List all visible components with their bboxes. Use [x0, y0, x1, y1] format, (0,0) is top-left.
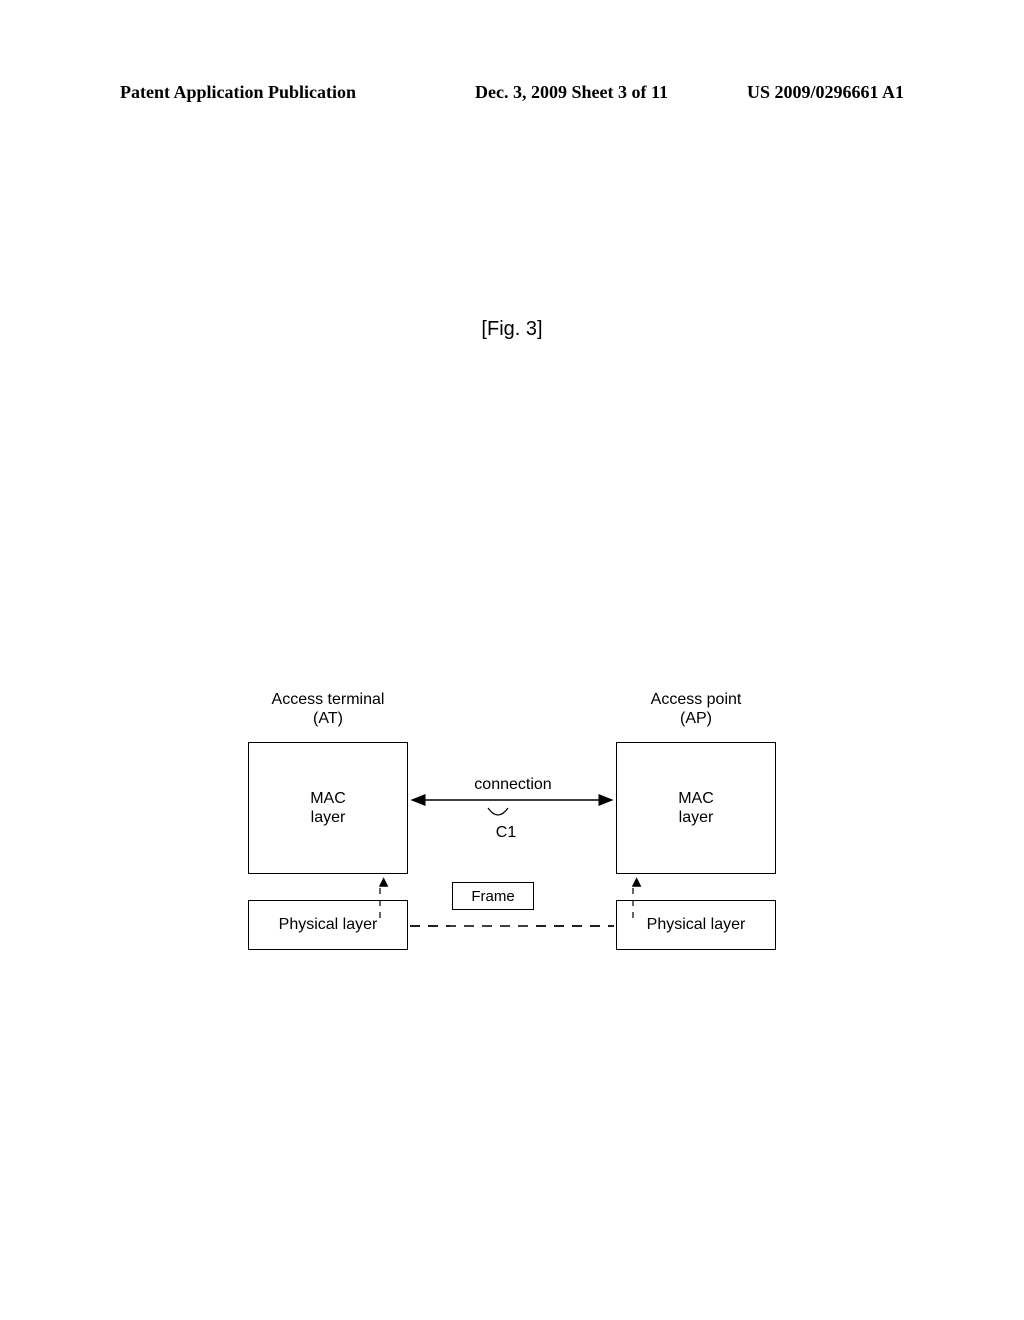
- ap-title: Access point (AP): [606, 690, 786, 728]
- at-mac-line1: MAC: [310, 790, 346, 807]
- at-title-line2: (AT): [313, 710, 343, 727]
- page-header: Patent Application Publication Dec. 3, 2…: [120, 82, 904, 103]
- header-pubnum: US 2009/0296661 A1: [747, 82, 904, 103]
- c1-curve: [488, 808, 508, 815]
- at-mac-layer-box: MAC layer: [248, 742, 408, 874]
- ap-title-line2: (AP): [680, 710, 712, 727]
- at-phy-label: Physical layer: [279, 916, 378, 934]
- ap-mac-line1: MAC: [678, 790, 714, 807]
- ap-phy-label: Physical layer: [647, 916, 746, 934]
- figure-label: [Fig. 3]: [0, 318, 1024, 341]
- header-publication: Patent Application Publication: [120, 82, 356, 103]
- at-title: Access terminal (AT): [238, 690, 418, 728]
- at-mac-line2: layer: [311, 809, 346, 826]
- frame-label: Frame: [471, 888, 514, 905]
- connection-label: connection: [438, 776, 588, 794]
- frame-box: Frame: [452, 882, 534, 910]
- figure-diagram: Access terminal (AT) Access point (AP) M…: [248, 690, 776, 960]
- ap-physical-layer-box: Physical layer: [616, 900, 776, 950]
- header-date-sheet: Dec. 3, 2009 Sheet 3 of 11: [356, 82, 747, 103]
- ap-mac-line2: layer: [679, 809, 714, 826]
- at-physical-layer-box: Physical layer: [248, 900, 408, 950]
- c1-label: C1: [486, 824, 526, 842]
- at-title-line1: Access terminal: [272, 691, 385, 708]
- ap-title-line1: Access point: [651, 691, 742, 708]
- ap-mac-layer-box: MAC layer: [616, 742, 776, 874]
